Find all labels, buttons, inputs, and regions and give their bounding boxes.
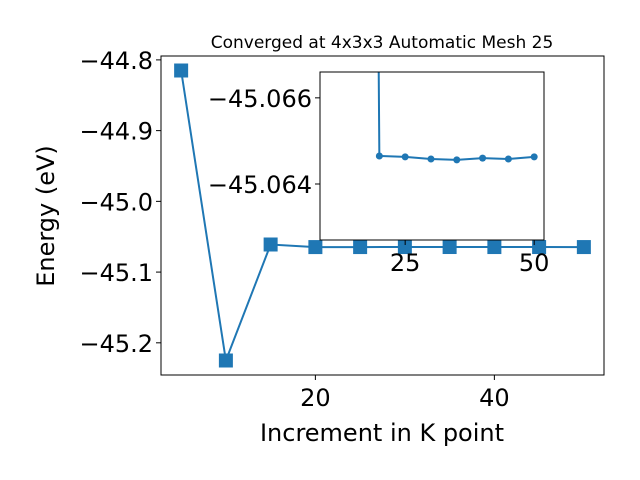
marker [263, 237, 278, 252]
marker [532, 240, 547, 255]
axes-frame [319, 71, 545, 241]
axes-frame [160, 55, 605, 376]
marker [427, 155, 435, 163]
y-tick-label: −45.1 [79, 259, 153, 287]
marker [576, 240, 591, 255]
plot-layer [375, 72, 538, 164]
chart-title: Converged at 4x3x3 Automatic Mesh 25 [211, 33, 554, 53]
marker [453, 156, 461, 164]
marker [174, 63, 189, 78]
marker [375, 152, 383, 160]
y-tick-label: −44.9 [79, 118, 153, 146]
x-tick-label: 50 [519, 249, 550, 277]
marker [487, 240, 502, 255]
x-axis-label: Increment in K point [260, 419, 504, 447]
y-tick-label: −44.8 [79, 47, 153, 75]
marker [218, 353, 233, 368]
marker [308, 240, 323, 255]
x-tick-label: 20 [300, 384, 331, 412]
marker [401, 153, 409, 161]
marker [479, 154, 487, 162]
marker [530, 153, 538, 161]
data-line [180, 70, 584, 365]
y-tick-label: −45.0 [79, 188, 153, 216]
data-line [377, 72, 535, 161]
x-tick-label: 40 [479, 384, 510, 412]
marker [397, 240, 412, 255]
x-tick-label: 25 [390, 249, 421, 277]
marker [353, 240, 368, 255]
y-tick-label: −45.066 [208, 85, 312, 113]
plot-layer [174, 63, 591, 368]
y-axis-label: Energy (eV) [32, 145, 60, 287]
marker [504, 155, 512, 163]
marker [442, 240, 457, 255]
y-tick-label: −45.2 [79, 330, 153, 358]
y-tick-label: −45.064 [208, 171, 312, 199]
